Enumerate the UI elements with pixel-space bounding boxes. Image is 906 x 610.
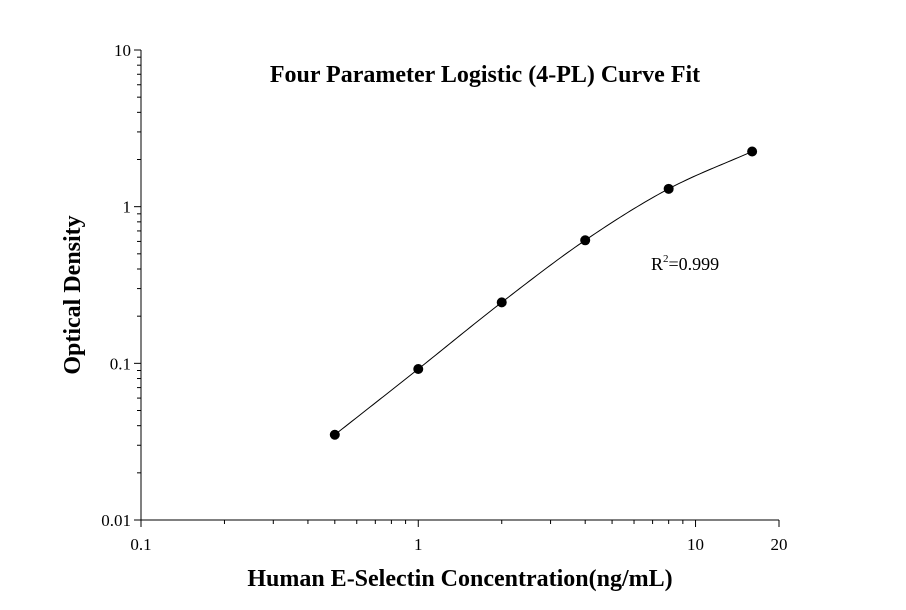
r-squared-annotation: R2=0.999	[651, 253, 719, 274]
fit-curve	[334, 151, 753, 436]
r-squared-value: =0.999	[669, 254, 720, 274]
r-squared-base: R	[651, 254, 663, 274]
x-tick-label: 10	[687, 535, 704, 554]
axes	[140, 50, 779, 521]
y-axis-label: Optical Density	[60, 215, 86, 374]
data-point	[663, 183, 674, 194]
data-point	[747, 146, 758, 157]
data-point	[413, 364, 424, 375]
x-tick-label: 1	[414, 535, 423, 554]
x-tick-label: 0.1	[130, 535, 151, 554]
r-squared-exponent: 2	[663, 253, 669, 265]
y-tick-label: 0.01	[101, 511, 131, 530]
data-point	[329, 429, 340, 440]
y-tick-label: 0.1	[110, 354, 131, 373]
data-point	[496, 297, 507, 308]
x-axis-label: Human E-Selectin Concentration(ng/mL)	[247, 566, 672, 592]
y-tick-label: 1	[123, 198, 132, 217]
data-point	[580, 235, 591, 246]
data-points	[329, 146, 758, 440]
x-axis-ticks: 0.1 1 10 20	[130, 520, 788, 554]
y-axis-ticks: 0.01 0.1 1 10	[101, 41, 141, 530]
x-tick-label: 20	[771, 535, 788, 554]
y-tick-label: 10	[114, 41, 131, 60]
chart-title: Four Parameter Logistic (4-PL) Curve Fit	[270, 62, 700, 88]
